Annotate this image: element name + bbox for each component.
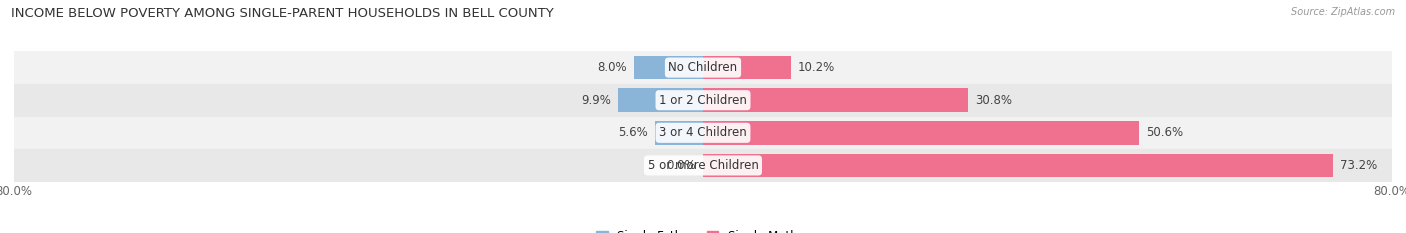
Bar — [14, 116, 1392, 149]
Text: 3 or 4 Children: 3 or 4 Children — [659, 126, 747, 139]
Text: No Children: No Children — [668, 61, 738, 74]
Text: 50.6%: 50.6% — [1146, 126, 1182, 139]
Bar — [14, 51, 1392, 84]
Text: 10.2%: 10.2% — [797, 61, 835, 74]
Text: 1 or 2 Children: 1 or 2 Children — [659, 94, 747, 107]
Text: 9.9%: 9.9% — [581, 94, 610, 107]
Text: Source: ZipAtlas.com: Source: ZipAtlas.com — [1291, 7, 1395, 17]
Bar — [703, 56, 790, 79]
Bar — [703, 154, 1333, 177]
Text: 5 or more Children: 5 or more Children — [648, 159, 758, 172]
Bar — [14, 149, 1392, 182]
Bar — [634, 56, 703, 79]
Text: 30.8%: 30.8% — [976, 94, 1012, 107]
Bar — [703, 89, 969, 112]
Text: 73.2%: 73.2% — [1340, 159, 1378, 172]
Text: INCOME BELOW POVERTY AMONG SINGLE-PARENT HOUSEHOLDS IN BELL COUNTY: INCOME BELOW POVERTY AMONG SINGLE-PARENT… — [11, 7, 554, 20]
Bar — [655, 121, 703, 144]
Text: 0.0%: 0.0% — [666, 159, 696, 172]
Text: 8.0%: 8.0% — [598, 61, 627, 74]
Bar — [617, 89, 703, 112]
Bar — [14, 84, 1392, 116]
Text: 5.6%: 5.6% — [619, 126, 648, 139]
Bar — [703, 121, 1139, 144]
Legend: Single Father, Single Mother: Single Father, Single Mother — [592, 225, 814, 233]
